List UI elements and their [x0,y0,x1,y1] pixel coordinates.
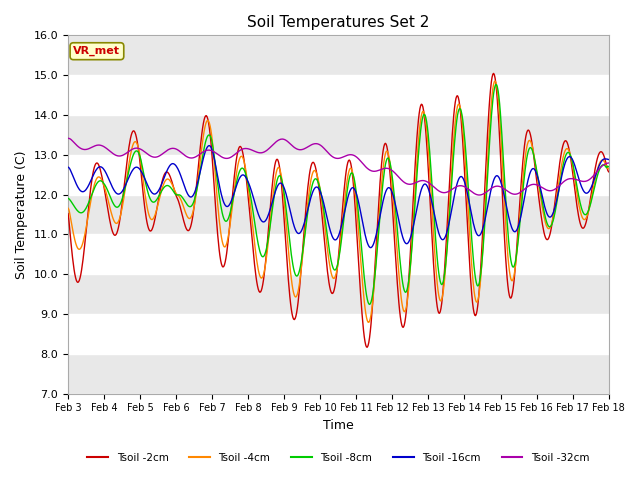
Bar [68,155,609,194]
Y-axis label: Soil Temperature (C): Soil Temperature (C) [15,150,28,279]
Bar [68,354,609,394]
Text: VR_met: VR_met [74,46,120,56]
Bar [68,274,609,314]
Bar [68,314,609,354]
Bar [68,36,609,75]
Bar [68,234,609,274]
X-axis label: Time: Time [323,419,354,432]
Bar [68,75,609,115]
Title: Soil Temperatures Set 2: Soil Temperatures Set 2 [247,15,429,30]
Bar [68,115,609,155]
Bar [68,194,609,234]
Legend: Tsoil -2cm, Tsoil -4cm, Tsoil -8cm, Tsoil -16cm, Tsoil -32cm: Tsoil -2cm, Tsoil -4cm, Tsoil -8cm, Tsoi… [83,449,593,467]
